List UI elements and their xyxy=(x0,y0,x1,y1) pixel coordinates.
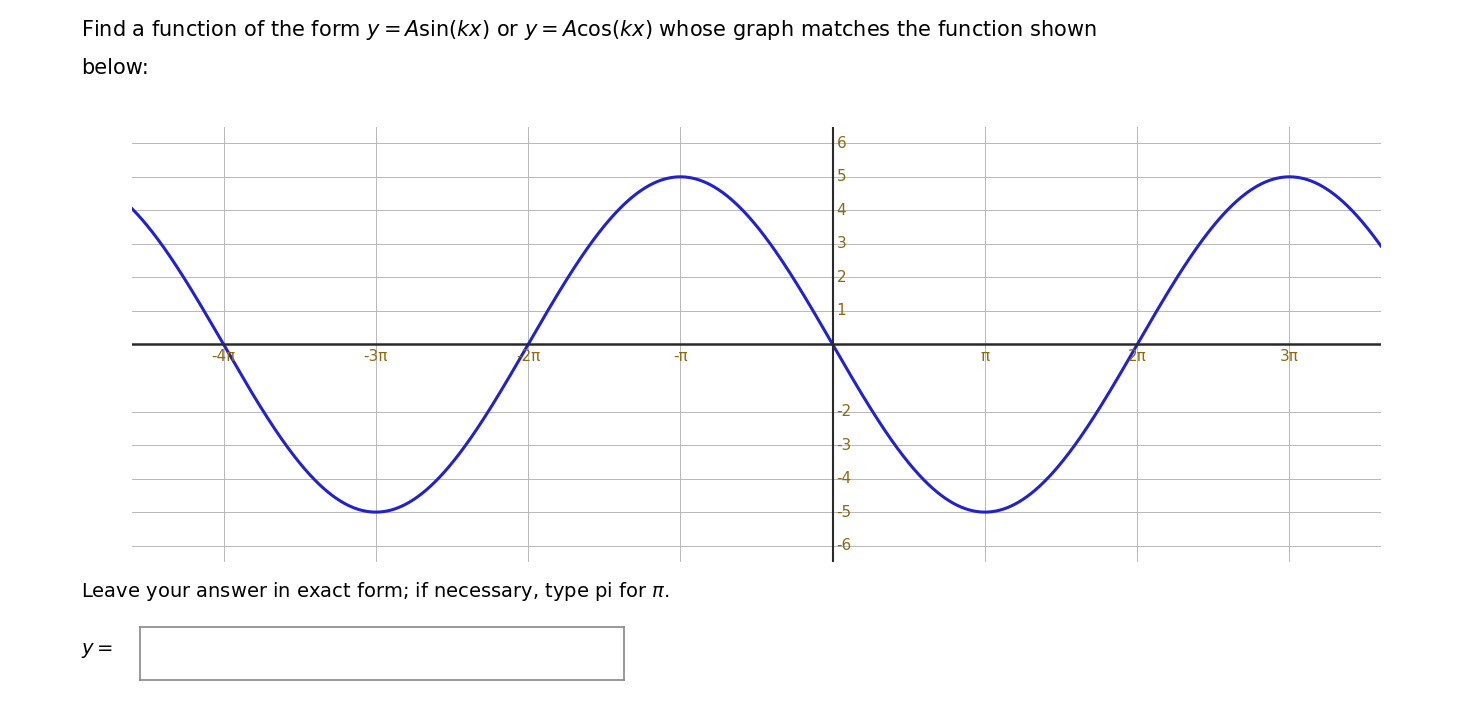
Text: 5: 5 xyxy=(836,169,846,184)
Text: -4: -4 xyxy=(836,471,852,486)
Text: -2: -2 xyxy=(836,404,852,419)
Text: $y =$: $y =$ xyxy=(81,640,113,660)
Text: 1: 1 xyxy=(836,304,846,318)
Text: -3: -3 xyxy=(836,437,852,453)
Text: 3: 3 xyxy=(836,236,846,252)
Text: -3π: -3π xyxy=(364,349,388,364)
Text: -4π: -4π xyxy=(212,349,235,364)
Text: below:: below: xyxy=(81,58,148,77)
Text: 3π: 3π xyxy=(1279,349,1299,364)
Text: π: π xyxy=(980,349,990,364)
Text: 2π: 2π xyxy=(1128,349,1147,364)
Text: Leave your answer in exact form; if necessary, type pi for $\pi$.: Leave your answer in exact form; if nece… xyxy=(81,580,668,603)
Text: 4: 4 xyxy=(836,203,846,218)
Text: -π: -π xyxy=(673,349,687,364)
Text: 2: 2 xyxy=(836,270,846,285)
Text: -6: -6 xyxy=(836,538,852,553)
Text: 6: 6 xyxy=(836,136,846,151)
Text: -5: -5 xyxy=(836,505,852,520)
Text: Find a function of the form $y = A\sin(kx)$ or $y = A\cos(kx)$ whose graph match: Find a function of the form $y = A\sin(k… xyxy=(81,18,1096,41)
Text: -2π: -2π xyxy=(516,349,541,364)
